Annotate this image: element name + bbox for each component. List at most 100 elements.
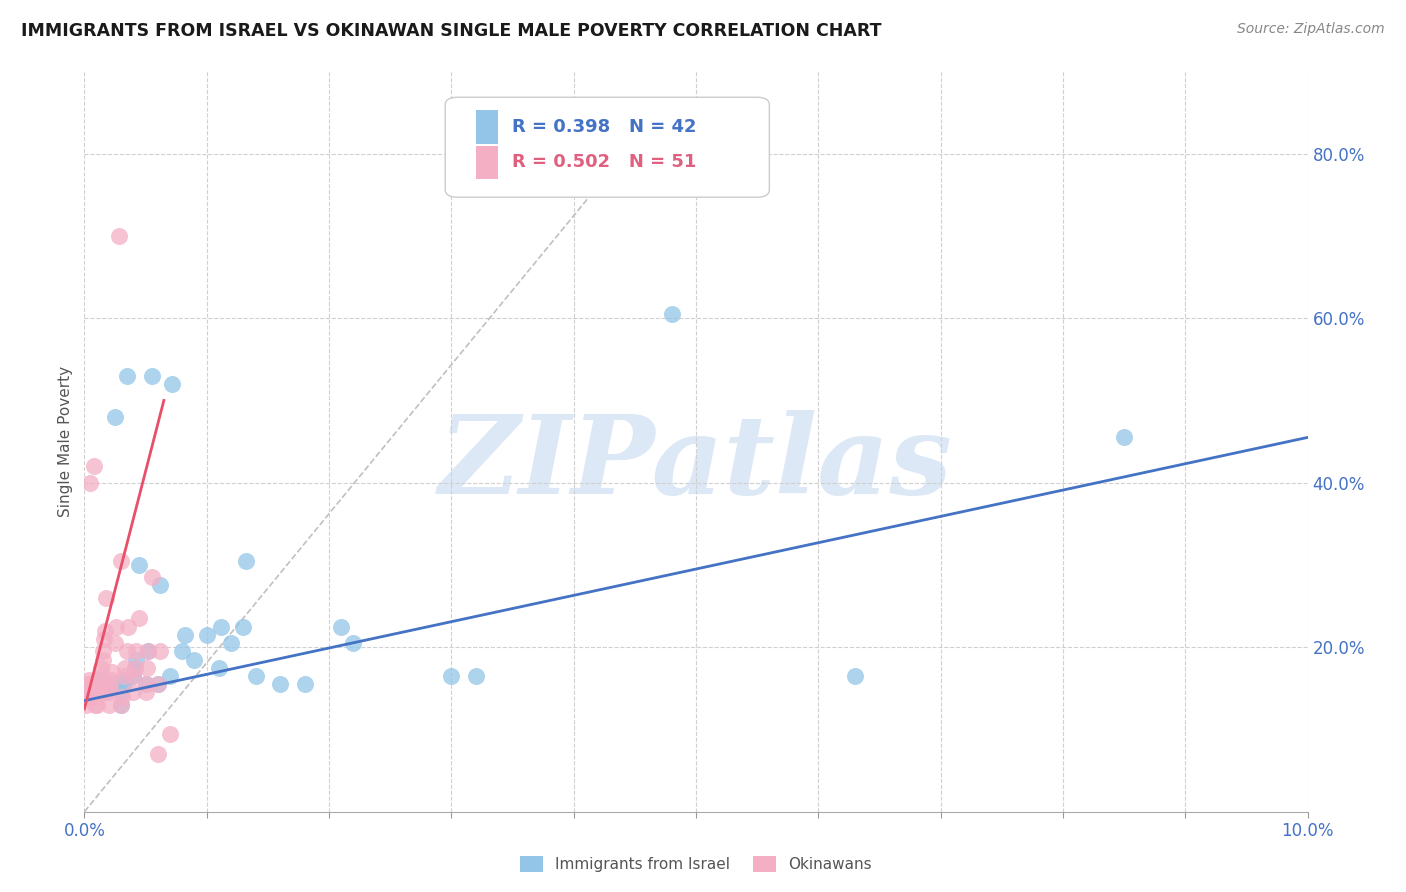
Point [124,661,146,675]
Point [96,685,118,699]
Point [146,747,169,761]
Point [117,619,139,633]
Point [125,652,148,666]
Point [124,661,146,675]
Point [104,409,127,424]
Point [146,677,169,691]
Point [91,652,114,666]
Point [114,673,136,687]
Point [114,661,136,675]
Point [115,644,138,658]
Point [86,690,108,704]
Point [440,669,463,683]
Point [110,698,132,712]
Point [110,698,132,712]
Point [86,698,108,712]
Point [112,677,135,691]
Point [104,636,127,650]
Point [75,698,97,712]
Point [149,578,172,592]
Point [159,726,181,740]
Point [77,673,100,687]
Point [87,685,110,699]
Point [97,685,120,699]
Point [162,376,184,391]
Point [91,644,114,658]
Text: R = 0.398   N = 42: R = 0.398 N = 42 [513,118,697,136]
Point [183,652,205,666]
Point [94,624,117,638]
Point [208,661,231,675]
Point [146,677,169,691]
Point [98,681,121,696]
Point [77,677,100,691]
Point [330,619,353,633]
Point [128,558,150,572]
Point [1114,430,1136,444]
Point [141,570,163,584]
Point [135,677,157,691]
Point [235,554,257,568]
Point [84,698,107,712]
Text: R = 0.502   N = 51: R = 0.502 N = 51 [513,153,697,171]
Point [105,619,128,633]
Point [159,669,181,683]
Point [173,628,195,642]
Point [122,669,145,683]
Point [136,644,159,658]
Point [464,669,486,683]
Text: ZIPatlas: ZIPatlas [439,410,953,517]
Point [93,632,115,646]
Point [245,669,267,683]
Point [122,685,145,699]
Point [87,673,110,687]
Point [77,677,100,691]
Point [136,644,159,658]
Point [89,669,111,683]
Point [269,677,291,691]
Point [110,685,132,699]
Legend: Immigrants from Israel, Okinawans: Immigrants from Israel, Okinawans [515,850,877,878]
Point [83,685,105,699]
Point [125,644,148,658]
Y-axis label: Single Male Poverty: Single Male Poverty [58,366,73,517]
Point [219,636,242,650]
Point [128,611,150,625]
Point [232,619,254,633]
Point [135,677,157,691]
Point [149,644,172,658]
Point [195,628,218,642]
Point [122,669,145,683]
Point [141,368,163,383]
Point [661,307,683,321]
Point [90,661,112,675]
Point [87,677,110,691]
Point [172,644,194,658]
Point [107,228,129,243]
Point [100,677,122,691]
Point [110,554,132,568]
FancyBboxPatch shape [475,145,498,179]
Point [209,619,232,633]
Point [76,685,98,699]
Text: IMMIGRANTS FROM ISRAEL VS OKINAWAN SINGLE MALE POVERTY CORRELATION CHART: IMMIGRANTS FROM ISRAEL VS OKINAWAN SINGL… [21,22,882,40]
Point [101,665,124,679]
Point [844,669,866,683]
Point [100,673,122,687]
Point [97,681,120,696]
Point [115,368,138,383]
FancyBboxPatch shape [475,111,498,144]
Point [83,459,105,474]
Point [79,475,101,490]
Point [96,591,118,605]
Point [111,690,134,704]
Point [135,661,157,675]
Point [342,636,364,650]
Point [97,698,120,712]
Text: Source: ZipAtlas.com: Source: ZipAtlas.com [1237,22,1385,37]
Point [86,681,108,696]
Point [112,669,135,683]
Point [76,690,98,704]
Point [135,685,157,699]
Point [77,681,100,696]
